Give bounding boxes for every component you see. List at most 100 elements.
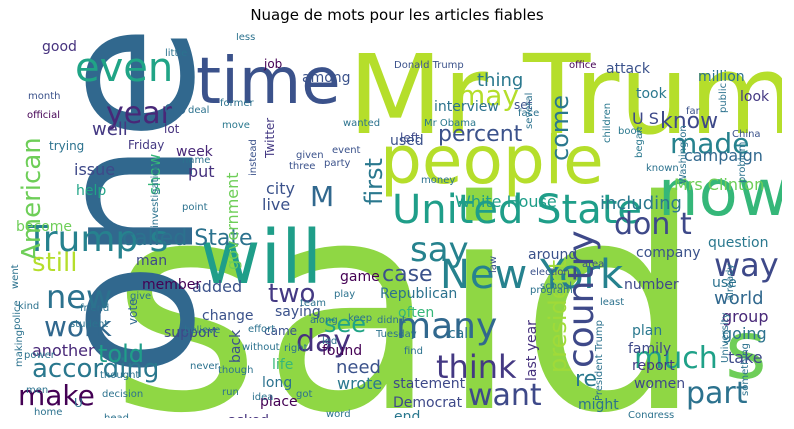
word-led: led (322, 336, 337, 347)
word-given: given (296, 150, 324, 161)
word-million: million (698, 69, 745, 85)
word-donald-trump: Donald Trump (394, 60, 464, 71)
word-children: children (602, 103, 613, 143)
word-back: back (228, 329, 244, 363)
word-went: went (10, 264, 21, 289)
word-well: well (92, 119, 128, 140)
word-mrs-clinton: Mrs Clinton (674, 175, 764, 194)
word-making: making (14, 330, 25, 367)
word-issue: issue (74, 160, 115, 179)
word-one: one (16, 33, 237, 378)
word-make: make (18, 379, 95, 412)
word-known: known (646, 163, 679, 174)
word-called-state: called State (122, 226, 253, 251)
word-attack: attack (606, 61, 651, 77)
word-statement: statement (393, 376, 466, 392)
word-instead: instead (248, 139, 259, 176)
word-two: two (268, 279, 315, 309)
word-american: American (17, 137, 47, 261)
word-decision: decision (102, 389, 143, 400)
word-kind: kind (18, 301, 39, 312)
word-family: family (628, 341, 671, 357)
word-lot: lot (164, 122, 180, 136)
word-vote: vote (126, 298, 140, 325)
word-m: M (310, 180, 334, 213)
word-will: will (200, 215, 322, 301)
word-friend: friend (80, 303, 109, 314)
word-re: re (575, 367, 597, 392)
word-book: book (618, 126, 643, 137)
word-white-house: White House (455, 192, 557, 211)
word-new: new (46, 278, 112, 316)
word-law: law (488, 256, 499, 273)
word-world: world (714, 288, 764, 309)
word-friday: Friday (128, 138, 164, 152)
word-never: never (190, 361, 220, 372)
word-give: give (130, 291, 151, 302)
word-take: take (728, 348, 763, 367)
word-don-t: don t (614, 207, 692, 242)
word-place: place (260, 394, 298, 410)
word-mr-trump: Mr Trump (348, 33, 782, 159)
word-case: case (382, 262, 433, 287)
word-number: number (624, 277, 679, 293)
word-among: among (302, 70, 351, 86)
word-problem: problem (737, 142, 748, 183)
word-first: first (360, 158, 388, 205)
word-go: go (164, 98, 186, 119)
word-going: going (722, 324, 767, 343)
word-think: think (436, 348, 517, 386)
word-found: found (322, 343, 362, 359)
word-u-s: U S (632, 109, 659, 128)
word-used: used (390, 133, 424, 149)
word-support: support (164, 325, 218, 341)
word-city: city (266, 179, 295, 198)
word-power: power (24, 350, 56, 361)
word-last-year: last year (524, 320, 540, 381)
word-group: group (722, 307, 768, 326)
word-thing: thing (477, 70, 523, 91)
word-something: something (740, 343, 751, 396)
word-even: even (75, 45, 173, 91)
word-point: point (182, 202, 208, 213)
word-s: s (725, 304, 767, 397)
word-much: much (634, 341, 718, 376)
word-now: now (658, 157, 782, 231)
word-office: office (569, 60, 596, 71)
word-percent: percent (438, 122, 523, 147)
word-week: week (176, 144, 214, 160)
word-play: play (334, 289, 355, 300)
word-another: another (32, 341, 95, 360)
word-right: right (284, 343, 308, 354)
word-member: member (142, 277, 201, 293)
word-still: still (32, 248, 77, 278)
word-women: women (634, 376, 685, 392)
word-help: help (76, 183, 106, 199)
word-party: party (324, 158, 351, 169)
word-public: public (718, 83, 729, 113)
word-trump-s: Trump s (25, 219, 168, 260)
word-police: police (12, 300, 23, 330)
word-need: need (336, 357, 381, 378)
word-country: country (561, 230, 602, 368)
word-call: call (448, 326, 472, 342)
word-far: far (686, 106, 701, 117)
word-might: might (578, 397, 619, 413)
word-official: official (27, 110, 60, 121)
word-way: way (714, 246, 779, 284)
word-according: according (32, 354, 159, 384)
word-interview: interview (434, 99, 499, 115)
word-asked: asked (228, 413, 269, 418)
word-may: may (458, 79, 519, 112)
word-people: people (380, 122, 604, 199)
word-left: left (400, 131, 420, 145)
word-twitter: Twitter (263, 118, 277, 159)
word-saying: saying (275, 304, 321, 320)
word-time: time (196, 45, 341, 119)
word-without: without (242, 342, 280, 353)
word-job: job (263, 57, 282, 71)
word-washington: Washington (678, 125, 689, 184)
word-china: China (732, 129, 761, 140)
word-thought: thought (100, 370, 139, 381)
